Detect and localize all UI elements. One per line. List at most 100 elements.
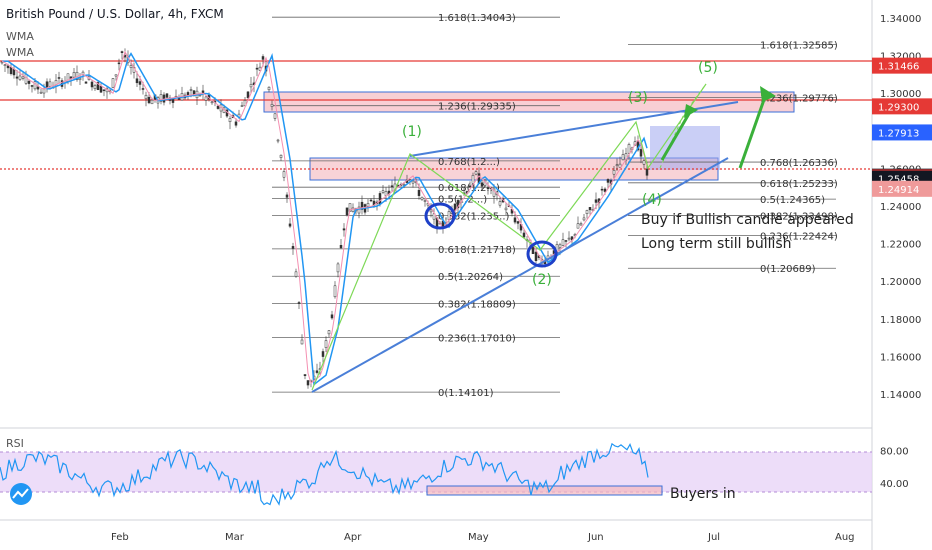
candle-body xyxy=(210,101,214,104)
candle-body xyxy=(255,67,259,70)
candle-body xyxy=(564,240,568,242)
candle-body xyxy=(300,339,304,345)
price-axis-bg xyxy=(872,0,932,550)
fib-level-label: 0(1.20689) xyxy=(760,264,816,275)
candle-body xyxy=(402,183,406,186)
candle-body xyxy=(513,217,517,223)
candle-body xyxy=(369,199,373,202)
price-tick-label: 1.18000 xyxy=(880,315,921,326)
candle-body xyxy=(333,285,337,298)
price-label-text: 1.27913 xyxy=(878,128,919,139)
rsi-tick-label: 40.00 xyxy=(880,479,909,490)
candle-body xyxy=(33,81,37,90)
time-tick-label: Aug xyxy=(835,532,855,543)
time-tick-label: Apr xyxy=(344,532,362,543)
candle-body xyxy=(366,203,370,207)
candle-body xyxy=(429,209,433,213)
wma-line-secondary xyxy=(1,50,648,384)
price-tick-label: 1.32000 xyxy=(880,52,921,63)
time-tick-label: Jul xyxy=(707,532,720,543)
candle-body xyxy=(171,98,175,103)
candle-body xyxy=(315,370,319,373)
candle-body xyxy=(276,139,280,142)
candle-body xyxy=(90,81,94,88)
candle-body xyxy=(339,245,343,249)
candle-body xyxy=(561,239,565,246)
candle-body xyxy=(582,217,586,221)
candle-body xyxy=(270,104,274,107)
candle-body xyxy=(240,105,244,107)
candle-body xyxy=(417,189,421,196)
candle-body xyxy=(9,66,13,75)
rsi-band xyxy=(0,452,872,492)
candle-body xyxy=(576,223,580,229)
price-label-text: 1.31466 xyxy=(878,62,919,73)
fib-level-label: 0.236(1.22424) xyxy=(760,232,838,243)
candle-body xyxy=(336,263,340,273)
candle-body xyxy=(285,194,289,198)
price-label-text: 1.25458 xyxy=(878,175,919,186)
highlight-circle-2 xyxy=(526,240,558,268)
candle-body xyxy=(243,100,247,107)
candle-body xyxy=(30,85,34,87)
resistance-zone-upper xyxy=(263,91,795,113)
indicator-label-1: WMA xyxy=(6,30,34,43)
candle-body xyxy=(456,200,460,209)
rsi-line xyxy=(0,442,649,506)
rsi-label: RSI xyxy=(6,437,24,450)
candle-body xyxy=(204,96,208,101)
candle-body xyxy=(216,105,220,109)
fib-level-label: 0.618(1.25233) xyxy=(760,179,838,190)
rising-trendline-lower xyxy=(311,157,729,393)
annotation-buyers: Buyers in xyxy=(670,486,736,502)
fib-level-label: 0.236(1.17010) xyxy=(438,333,516,344)
fib-level-label: 0.618(1.21718) xyxy=(438,245,516,256)
candle-body xyxy=(150,99,154,105)
candle-body xyxy=(6,65,10,69)
annotation-buy: Buy if Bullish candle appeared xyxy=(641,212,854,228)
candle-body xyxy=(594,199,598,203)
fib-level-label: 0(1.14101) xyxy=(438,388,494,399)
wave-label-5: (5) xyxy=(698,60,718,76)
chart-title: British Pound / U.S. Dollar, 4h, FXCM xyxy=(6,7,224,21)
candle-body xyxy=(330,314,334,319)
candle-body xyxy=(84,81,88,84)
rising-trendline-upper xyxy=(409,101,739,157)
buyers-zone xyxy=(426,485,663,496)
candle-body xyxy=(603,188,607,192)
elliott-wave-path xyxy=(311,83,707,391)
time-tick-label: May xyxy=(468,532,489,543)
candle-body xyxy=(378,193,382,205)
candle-body xyxy=(186,92,190,96)
fib-level-label: 0.382(1.23498) xyxy=(760,211,838,222)
candle-body xyxy=(504,207,508,211)
candle-body xyxy=(102,89,106,91)
tradingview-logo-icon[interactable] xyxy=(10,483,32,505)
candle-body xyxy=(471,175,475,184)
candle-body xyxy=(306,380,310,386)
candle-body xyxy=(234,121,238,126)
candle-body xyxy=(159,94,163,102)
candle-body xyxy=(135,78,139,84)
fib-level-label: 0.768(1.2...) xyxy=(438,157,500,168)
candle-body xyxy=(324,340,328,348)
candle-body xyxy=(612,170,616,175)
wave-label-4: (4) xyxy=(642,192,662,208)
candle-body xyxy=(18,75,22,80)
candle-body xyxy=(579,223,583,226)
candle-body xyxy=(267,86,271,91)
candle-body xyxy=(249,83,253,88)
candle-body xyxy=(282,171,286,178)
candle-body xyxy=(360,201,364,210)
candle-body xyxy=(606,179,610,183)
candle-body xyxy=(432,213,436,220)
candle-body xyxy=(558,244,562,248)
time-axis-ticks: Feb Mar Apr May Jun Jul Aug xyxy=(111,532,855,543)
candle-body xyxy=(627,144,631,154)
candle-body xyxy=(294,271,298,277)
candle-body xyxy=(261,56,265,60)
fib-level-label: 0.382(1.235..) xyxy=(438,211,510,222)
candle-body xyxy=(600,188,604,191)
candle-body xyxy=(117,62,121,65)
price-tick-label: 1.16000 xyxy=(880,352,921,363)
